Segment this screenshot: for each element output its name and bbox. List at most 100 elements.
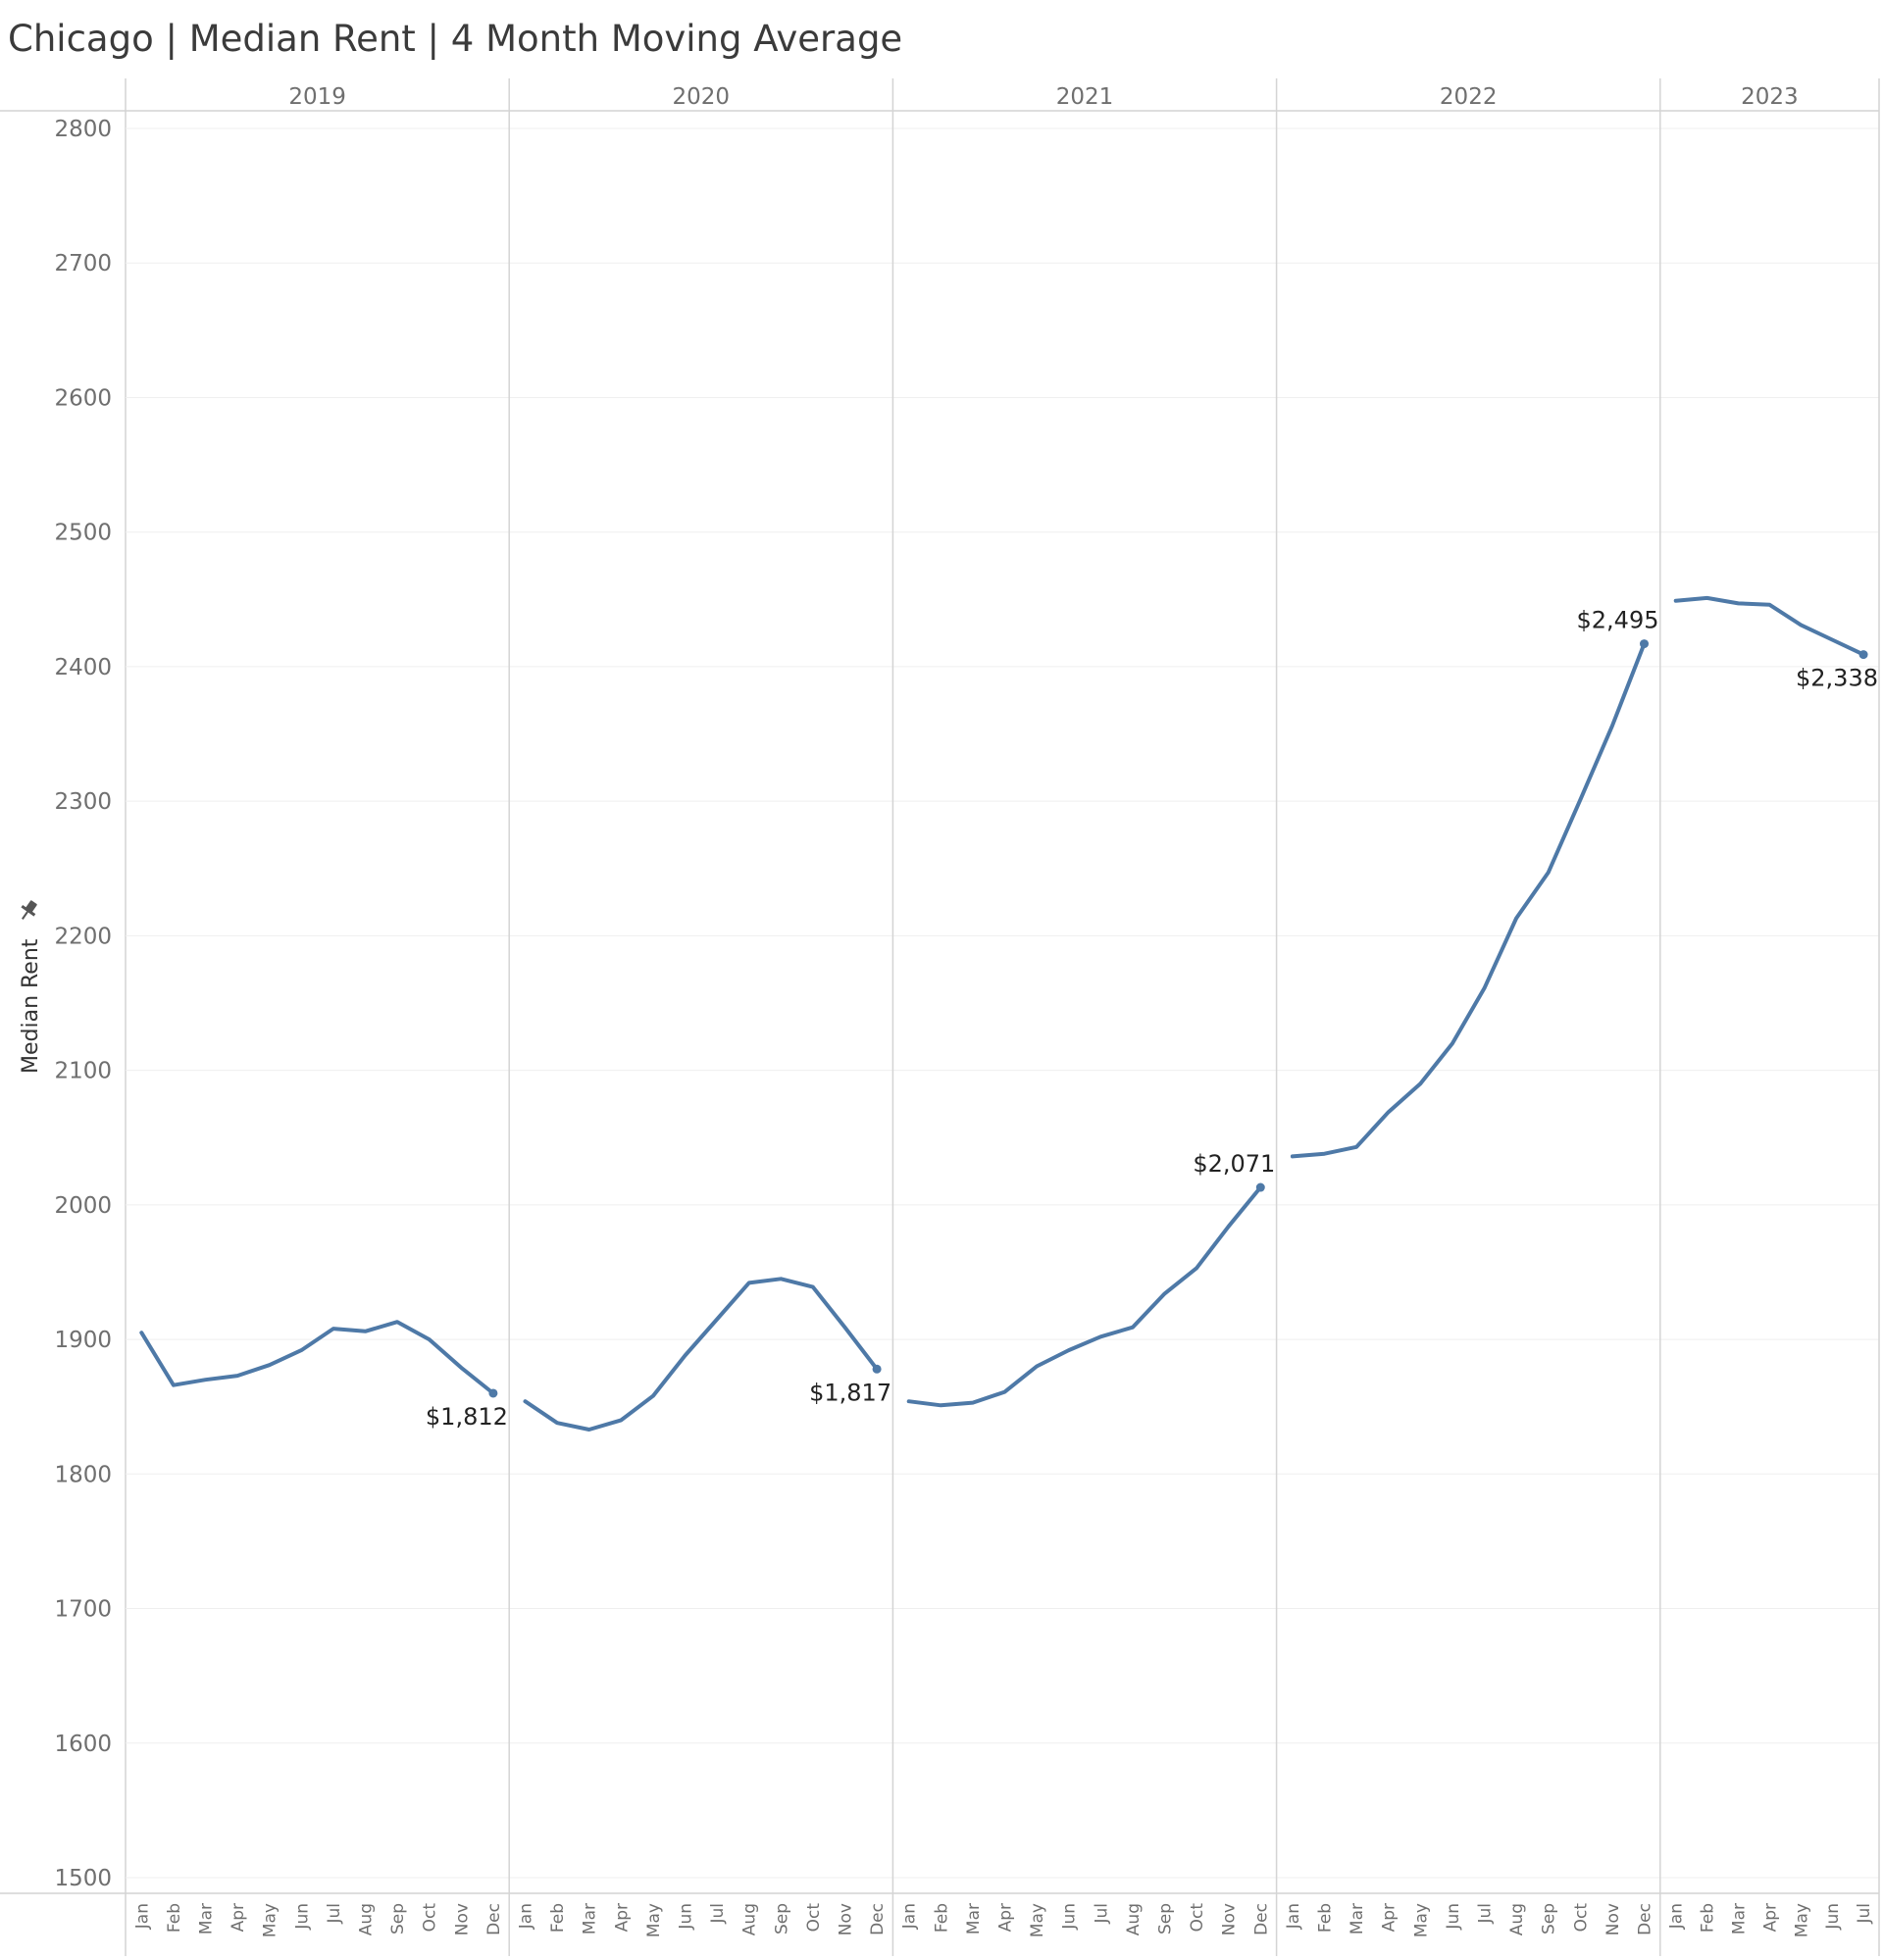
month-tick-label: Dec	[1251, 1903, 1271, 1935]
month-tick-label: Oct	[421, 1903, 440, 1933]
month-tick-label: Jun	[292, 1903, 312, 1931]
month-tick-label: Nov	[452, 1903, 472, 1935]
month-tick-label: May	[644, 1903, 664, 1937]
y-tick-label: 1500	[54, 1866, 112, 1891]
year-header-2022: 2022	[1440, 84, 1498, 110]
y-tick-label: 2400	[54, 655, 112, 680]
month-tick-label: Mar	[964, 1903, 984, 1935]
y-axis-title-group: Median Rent	[16, 898, 43, 1074]
month-tick-label: May	[1028, 1903, 1047, 1937]
month-tick-label: Jun	[677, 1903, 696, 1931]
month-tick-label: Aug	[357, 1903, 377, 1935]
month-tick-label: Oct	[1188, 1903, 1207, 1933]
series-line-2019	[139, 1320, 495, 1395]
end-point-2019[interactable]	[488, 1388, 498, 1398]
month-tick-label: Feb	[932, 1903, 951, 1933]
month-tick-label: Mar	[197, 1903, 217, 1935]
month-tick-label: May	[1411, 1903, 1431, 1937]
month-tick-label: Jul	[325, 1903, 344, 1925]
month-tick-label: Nov	[1220, 1903, 1240, 1935]
end-point-2022[interactable]	[1640, 639, 1649, 649]
month-tick-label: Mar	[1730, 1903, 1750, 1935]
end-point-2021[interactable]	[1255, 1182, 1265, 1192]
series-line-2021	[906, 1185, 1263, 1408]
year-header-2021: 2021	[1056, 84, 1114, 110]
month-tick-label: Jun	[1060, 1903, 1080, 1931]
month-tick-label: Aug	[1507, 1903, 1527, 1935]
end-value-label-2022: $2,495	[1577, 607, 1659, 634]
month-tick-label: Oct	[804, 1903, 824, 1933]
year-header-2023: 2023	[1741, 84, 1799, 110]
end-value-label-2023: $2,338	[1796, 665, 1878, 692]
y-tick-label: 2200	[54, 924, 112, 949]
month-tick-label: Nov	[837, 1903, 856, 1935]
month-tick-label: Apr	[1380, 1903, 1400, 1932]
end-value-label-2021: $2,071	[1193, 1150, 1275, 1178]
y-tick-label: 1900	[54, 1328, 112, 1353]
month-tick-label: Dec	[868, 1903, 888, 1935]
month-tick-label: May	[1792, 1903, 1811, 1937]
month-tick-label: Sep	[388, 1903, 408, 1935]
chart-title: Chicago | Median Rent | 4 Month Moving A…	[8, 18, 902, 60]
month-tick-label: Jul	[708, 1903, 728, 1925]
y-tick-label: 1600	[54, 1732, 112, 1757]
month-tick-label: Jul	[1092, 1903, 1111, 1925]
month-tick-label: Nov	[1603, 1903, 1623, 1935]
series-line-2022	[1290, 641, 1647, 1159]
month-tick-label: Apr	[612, 1903, 632, 1932]
month-tick-label: Jan	[1667, 1903, 1687, 1930]
month-tick-label: Jan	[517, 1903, 536, 1930]
month-tick-label: Aug	[1124, 1903, 1144, 1935]
month-tick-label: Dec	[484, 1903, 504, 1935]
month-tick-label: Feb	[165, 1903, 184, 1933]
y-tick-label: 2800	[54, 117, 112, 142]
y-tick-label: 2600	[54, 385, 112, 411]
month-tick-label: Jun	[1444, 1903, 1463, 1931]
month-tick-label: Jan	[900, 1903, 920, 1930]
month-tick-label: Apr	[229, 1903, 248, 1932]
y-tick-label: 2100	[54, 1059, 112, 1084]
month-tick-label: Mar	[1348, 1903, 1367, 1935]
y-tick-label: 2700	[54, 251, 112, 276]
month-tick-label: Feb	[1699, 1903, 1718, 1933]
series-lines	[139, 595, 1868, 1432]
month-tick-label: Sep	[772, 1903, 791, 1935]
year-header-2020: 2020	[673, 84, 731, 110]
y-tick-label: 2500	[54, 521, 112, 546]
month-tick-label: Feb	[548, 1903, 568, 1933]
grid	[0, 78, 1879, 1956]
y-tick-label: 1700	[54, 1597, 112, 1623]
month-tick-label: Sep	[1156, 1903, 1176, 1935]
month-tick-label: Dec	[1636, 1903, 1655, 1935]
y-tick-label: 2000	[54, 1193, 112, 1219]
month-tick-label: Jan	[132, 1903, 152, 1930]
year-header-2019: 2019	[288, 84, 346, 110]
month-tick-label: Jul	[1476, 1903, 1496, 1925]
y-axis-title: Median Rent	[19, 938, 43, 1074]
data-labels: $1,812 $1,817 $2,071 $2,495 $2,338	[426, 607, 1878, 1431]
year-panes: 2019 Jan Feb Mar Apr May Jun Jul Aug Sep Oct Nov Dec…	[132, 78, 1880, 1956]
month-tick-label: Sep	[1540, 1903, 1559, 1935]
end-point-2023[interactable]	[1858, 650, 1868, 660]
month-tick-label: Apr	[1760, 1903, 1780, 1932]
month-tick-label: Aug	[740, 1903, 760, 1935]
end-value-label-2020: $1,817	[809, 1379, 891, 1406]
end-point-2020[interactable]	[872, 1364, 882, 1374]
y-axis: 1500 1600 1700 1800 1900 2000 2100 2200 2300 2400…	[54, 117, 112, 1891]
pin-icon[interactable]	[16, 898, 40, 924]
month-tick-label: Mar	[581, 1903, 600, 1935]
month-tick-label: Feb	[1316, 1903, 1336, 1933]
series-line-2023	[1673, 595, 1866, 657]
y-tick-label: 2300	[54, 789, 112, 815]
month-tick-label: Oct	[1571, 1903, 1591, 1933]
month-tick-label: May	[261, 1903, 280, 1937]
series-line-2020	[523, 1277, 880, 1432]
end-value-label-2019: $1,812	[426, 1403, 508, 1431]
y-tick-label: 1800	[54, 1462, 112, 1487]
month-tick-label: Jan	[1284, 1903, 1303, 1930]
month-tick-label: Jul	[1855, 1903, 1874, 1925]
month-tick-label: Apr	[996, 1903, 1016, 1932]
month-tick-label: Jun	[1823, 1903, 1843, 1931]
